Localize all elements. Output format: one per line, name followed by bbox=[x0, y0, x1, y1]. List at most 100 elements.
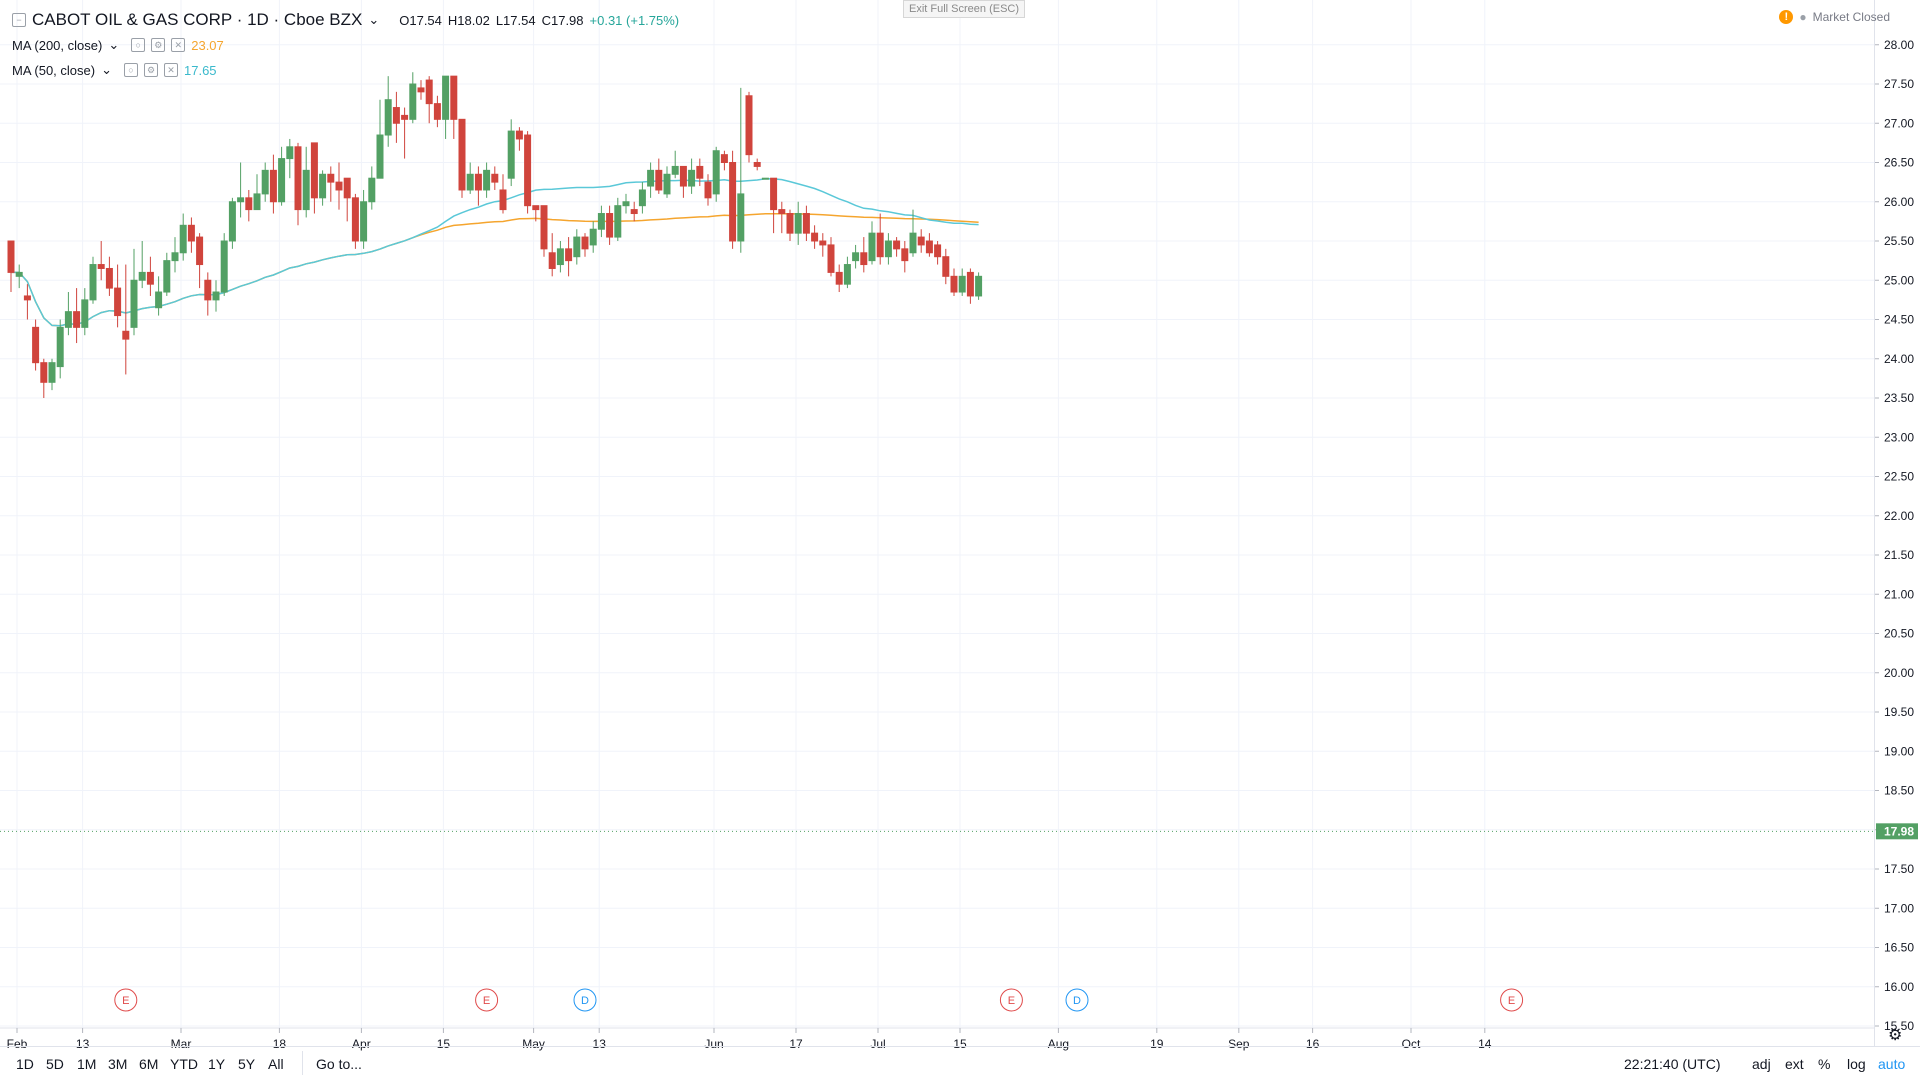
candle-down bbox=[901, 248, 909, 262]
price-tick-label: 21.00 bbox=[1884, 587, 1914, 601]
range-3m-button[interactable]: 3M bbox=[108, 1056, 128, 1072]
candle-down bbox=[515, 130, 523, 140]
close-icon[interactable]: ✕ bbox=[164, 63, 178, 77]
candle-down bbox=[540, 205, 548, 250]
eye-icon[interactable]: ○ bbox=[131, 38, 146, 52]
price-tick-label: 28.00 bbox=[1884, 38, 1914, 52]
candle-down bbox=[187, 224, 195, 242]
candle-up bbox=[261, 169, 269, 195]
candle-up bbox=[81, 299, 89, 328]
chevron-down-icon[interactable]: ⌄ bbox=[108, 37, 120, 52]
goto-button[interactable]: Go to... bbox=[316, 1056, 362, 1072]
warning-icon[interactable]: ! bbox=[1779, 10, 1794, 24]
candle-down bbox=[245, 197, 253, 211]
price-tick-label: 20.50 bbox=[1884, 627, 1914, 641]
eye-icon[interactable]: ○ bbox=[124, 63, 138, 77]
time-tick-label: 14 bbox=[1478, 1037, 1492, 1051]
price-axis: 15.5016.0016.5017.0017.5018.0018.5019.00… bbox=[0, 38, 1918, 1044]
range-1m-button[interactable]: 1M bbox=[77, 1056, 97, 1072]
candle-up bbox=[319, 173, 327, 199]
candle-up bbox=[286, 146, 294, 160]
range-5d-button[interactable]: 5D bbox=[46, 1056, 64, 1072]
time-tick-label: Jul bbox=[870, 1037, 885, 1051]
candle-down bbox=[925, 240, 933, 254]
candle-up bbox=[573, 236, 581, 258]
exit-fullscreen-button[interactable]: Exit Full Screen (ESC) bbox=[903, 0, 1025, 18]
candle-up bbox=[975, 275, 983, 297]
candle-up bbox=[163, 260, 171, 293]
candle-up bbox=[909, 232, 917, 254]
symbol-title[interactable]: CABOT OIL & GAS CORP · 1D · Cboe BZX bbox=[32, 10, 363, 29]
market-status: ! ● Market Closed bbox=[1779, 10, 1890, 24]
ma50-label[interactable]: MA (50, close) bbox=[12, 62, 96, 78]
candle-up bbox=[360, 201, 368, 242]
time-tick-label: 17 bbox=[789, 1037, 803, 1051]
time-tick-label: Sep bbox=[1228, 1037, 1250, 1051]
candle-up bbox=[737, 193, 745, 242]
candle-up bbox=[130, 279, 138, 328]
candle-up bbox=[597, 213, 605, 230]
chevron-down-icon[interactable]: ⌄ bbox=[101, 62, 112, 77]
ext-toggle[interactable]: ext bbox=[1785, 1056, 1804, 1072]
percent-toggle[interactable]: % bbox=[1818, 1056, 1831, 1072]
candle-up bbox=[253, 193, 261, 211]
ohlc-high: H18.02 bbox=[447, 12, 490, 28]
price-tick-label: 26.00 bbox=[1884, 195, 1914, 209]
range-5y-button[interactable]: 5Y bbox=[238, 1056, 256, 1072]
candle-down bbox=[392, 107, 400, 124]
time-tick-label: Aug bbox=[1048, 1037, 1069, 1051]
candle-down bbox=[548, 252, 556, 269]
candle-down bbox=[122, 330, 130, 340]
candle-up bbox=[302, 169, 310, 211]
range-all-button[interactable]: All bbox=[268, 1056, 284, 1072]
price-tick-label: 20.00 bbox=[1884, 666, 1914, 680]
close-icon[interactable]: ✕ bbox=[171, 38, 186, 52]
range-1y-button[interactable]: 1Y bbox=[208, 1056, 226, 1072]
price-tick-label: 21.50 bbox=[1884, 548, 1914, 562]
price-tick-label: 15.50 bbox=[1884, 1019, 1914, 1033]
gear-icon[interactable]: ⚙ bbox=[151, 38, 166, 52]
price-tick-label: 19.50 bbox=[1884, 705, 1914, 719]
price-tick-label: 17.50 bbox=[1884, 862, 1914, 876]
range-6m-button[interactable]: 6M bbox=[139, 1056, 159, 1072]
chevron-down-icon[interactable]: ⌄ bbox=[368, 12, 380, 27]
price-tick-label: 23.00 bbox=[1884, 430, 1914, 444]
price-tick-label: 17.00 bbox=[1884, 901, 1914, 915]
candle-down bbox=[778, 209, 786, 215]
candle-down bbox=[146, 271, 154, 285]
price-tick-label: 25.00 bbox=[1884, 273, 1914, 287]
candle-down bbox=[655, 169, 663, 191]
candle-up bbox=[278, 158, 286, 203]
candle-up bbox=[138, 271, 146, 281]
candle-down bbox=[679, 165, 687, 187]
chart-grid bbox=[0, 0, 1874, 1028]
range-ytd-button[interactable]: YTD bbox=[170, 1056, 198, 1072]
candle-down bbox=[811, 232, 819, 242]
minus-square-icon[interactable]: − bbox=[12, 13, 26, 27]
candle-up bbox=[56, 326, 64, 368]
adj-toggle[interactable]: adj bbox=[1752, 1056, 1771, 1072]
auto-toggle[interactable]: auto bbox=[1878, 1056, 1906, 1072]
range-1d-button[interactable]: 1D bbox=[16, 1056, 34, 1072]
candle-up bbox=[663, 173, 671, 195]
candle-down bbox=[114, 287, 122, 317]
log-toggle[interactable]: log bbox=[1847, 1056, 1866, 1072]
price-tick-label: 27.50 bbox=[1884, 77, 1914, 91]
candle-up bbox=[220, 240, 228, 293]
candle-down bbox=[966, 271, 974, 297]
last-price-tag bbox=[1876, 823, 1918, 840]
dividend-marker bbox=[1065, 988, 1089, 1012]
candle-up bbox=[647, 169, 655, 187]
ohlc-change: +0.31 (+1.75%) bbox=[589, 12, 680, 28]
candle-up bbox=[614, 205, 622, 238]
ma200-label[interactable]: MA (200, close) bbox=[12, 37, 103, 53]
candle-up bbox=[442, 75, 450, 120]
candle-down bbox=[491, 173, 499, 183]
gear-icon: ⚙ bbox=[1888, 1027, 1902, 1044]
market-status-text: Market Closed bbox=[1812, 10, 1890, 24]
candle-down bbox=[581, 236, 589, 250]
earnings-marker bbox=[999, 988, 1023, 1012]
gear-icon[interactable]: ⚙ bbox=[144, 63, 158, 77]
event-marker-label: D bbox=[1073, 995, 1081, 1007]
